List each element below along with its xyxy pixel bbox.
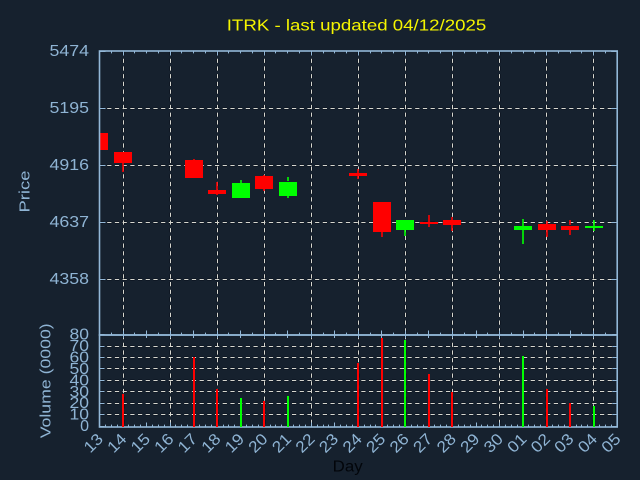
svg-text:5474: 5474 <box>50 43 90 60</box>
svg-text:0: 0 <box>80 418 89 435</box>
svg-text:Price: Price <box>17 171 34 213</box>
svg-text:80: 80 <box>70 327 90 344</box>
svg-text:4358: 4358 <box>50 271 90 288</box>
svg-text:4637: 4637 <box>50 214 90 231</box>
svg-text:5195: 5195 <box>50 100 90 117</box>
svg-text:50: 50 <box>70 361 90 378</box>
svg-text:40: 40 <box>70 372 90 389</box>
svg-text:60: 60 <box>70 349 90 366</box>
svg-text:Day: Day <box>333 459 363 476</box>
svg-text:70: 70 <box>70 338 90 355</box>
svg-text:4916: 4916 <box>50 157 90 174</box>
svg-text:30: 30 <box>70 384 90 401</box>
svg-text:ITRK - last updated 04/12/2025: ITRK - last updated 04/12/2025 <box>227 18 487 35</box>
svg-text:Volume (0000): Volume (0000) <box>38 323 55 438</box>
svg-text:20: 20 <box>70 395 90 412</box>
svg-text:10: 10 <box>70 407 90 424</box>
